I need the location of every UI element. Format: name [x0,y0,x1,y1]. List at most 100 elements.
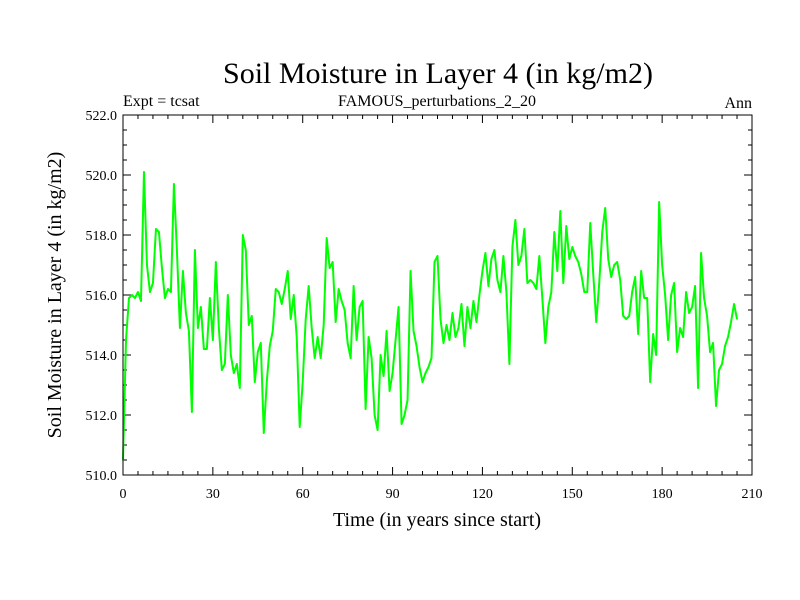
data-point [637,333,639,335]
data-point [370,357,373,359]
data-point [253,381,256,383]
data-point [152,282,154,284]
data-point [319,357,322,359]
data-point [212,339,214,341]
data-point [460,303,463,305]
data-point [547,306,550,308]
data-point [577,261,580,263]
x-tick-label: 150 [562,487,583,502]
data-point [508,363,511,365]
x-tick-label: 90 [386,487,400,502]
data-point [523,228,526,230]
data-point [170,291,172,293]
data-point [457,327,460,329]
data-point [149,291,151,293]
data-point [529,279,532,281]
data-point [610,276,613,278]
data-point [191,411,193,413]
data-point [313,357,316,359]
data-point [343,309,346,311]
data-point [556,270,559,272]
data-point [385,330,388,332]
data-point [700,252,702,254]
data-point [607,258,610,260]
x-tick-label: 120 [472,487,493,502]
y-tick-label: 514.0 [86,349,118,364]
x-tick-label: 180 [652,487,673,502]
data-point [146,264,148,266]
data-point [274,288,277,290]
axis-tick-labels: 0 30 60 90 120 150 180 210 510.0 512.0 514.0 516.0 5… [86,109,763,502]
data-point [265,381,268,383]
data-point [592,273,595,275]
data-point [439,318,442,320]
data-point [209,297,211,299]
data-point [283,288,286,290]
data-point [730,321,732,323]
data-point [682,336,684,338]
data-point [236,363,238,365]
data-point [493,249,496,251]
data-point [736,318,738,320]
data-point [646,297,648,299]
data-point [724,345,726,347]
data-point [215,261,217,263]
data-point [167,288,169,290]
data-point [466,306,469,308]
data-point [499,291,502,293]
data-point [245,249,247,251]
data-point [661,264,663,266]
data-point [628,315,630,317]
data-point [565,225,568,227]
data-point [337,288,340,290]
data-point [268,345,271,347]
data-point [568,258,571,260]
data-point [631,291,633,293]
data-point [131,294,133,296]
chart-title: Soil Moisture in Layer 4 (in kg/m2) [223,57,653,90]
data-point [289,318,292,320]
data-point [685,291,687,293]
data-point [670,294,672,296]
data-point [251,315,253,317]
data-point [403,414,406,416]
data-point [526,282,529,284]
plot-frame [122,114,753,476]
run-id-label: FAMOUS_perturbations_2_20 [338,93,536,110]
data-point [598,282,601,284]
data-point [469,327,472,329]
data-point [604,207,607,209]
data-point [667,339,669,341]
data-point [475,321,478,323]
data-point [298,426,301,428]
data-point [652,333,654,335]
data-point [391,372,394,374]
data-point [544,342,547,344]
data-point [364,408,367,410]
data-point [481,270,484,272]
data-point [349,357,352,359]
y-axis-label: Soil Moisture in Layer 4 (in kg/m2) [44,152,66,439]
data-point [709,351,711,353]
data-point [691,306,693,308]
data-point [316,336,319,338]
data-point [176,249,178,251]
data-series-line [122,171,739,461]
data-point [487,285,490,287]
x-tick-label: 30 [206,487,220,502]
data-point [538,255,541,257]
data-point [230,354,232,356]
data-point [161,267,163,269]
data-point [703,297,705,299]
data-point [658,201,660,203]
data-point [484,252,487,254]
data-point [188,330,190,332]
data-point [559,210,562,212]
data-point [203,348,205,350]
data-point [454,336,457,338]
data-point [421,381,424,383]
data-point [373,414,376,416]
data-point [664,294,666,296]
data-point [634,276,636,278]
data-point [436,255,439,257]
